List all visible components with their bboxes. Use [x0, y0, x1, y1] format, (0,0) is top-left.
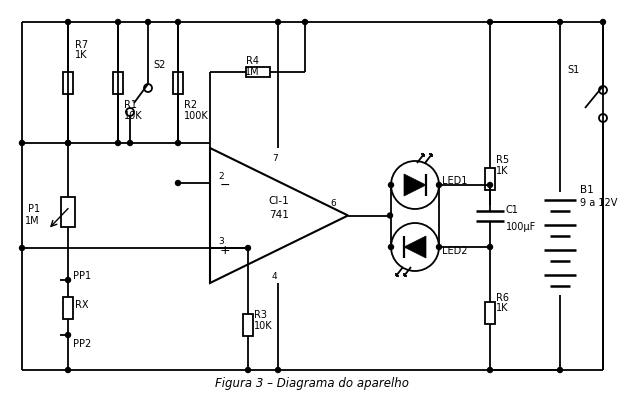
Circle shape [116, 20, 121, 24]
Text: 1M: 1M [245, 67, 260, 77]
Text: LED1: LED1 [442, 176, 468, 186]
Bar [485, 302, 495, 324]
Text: 6: 6 [330, 198, 336, 208]
Text: 2: 2 [218, 172, 224, 181]
Text: S1: S1 [567, 65, 579, 75]
Circle shape [66, 278, 71, 282]
Text: S2: S2 [153, 60, 166, 70]
Circle shape [389, 244, 394, 250]
Circle shape [488, 244, 492, 250]
Circle shape [246, 368, 251, 372]
Circle shape [19, 140, 24, 146]
Circle shape [66, 140, 71, 146]
Text: B1: B1 [580, 185, 594, 195]
Circle shape [246, 246, 251, 250]
Circle shape [436, 182, 441, 188]
Circle shape [388, 213, 392, 218]
Circle shape [66, 140, 71, 146]
Circle shape [436, 244, 441, 250]
Bar [61, 196, 75, 226]
Text: PP1: PP1 [73, 271, 91, 281]
Text: 100μF: 100μF [506, 222, 536, 232]
Circle shape [19, 246, 24, 250]
Text: R6: R6 [496, 293, 509, 303]
Bar [173, 72, 183, 94]
Circle shape [66, 332, 71, 338]
Text: 1K: 1K [496, 166, 509, 176]
Circle shape [276, 20, 281, 24]
Circle shape [488, 20, 492, 24]
Circle shape [146, 20, 151, 24]
Text: R5: R5 [496, 155, 509, 165]
Bar [113, 72, 123, 94]
Text: 10K: 10K [254, 321, 272, 331]
Polygon shape [404, 236, 426, 258]
Text: C1: C1 [506, 205, 519, 215]
Bar [485, 168, 495, 190]
Polygon shape [404, 174, 426, 196]
Text: RX: RX [75, 300, 89, 310]
Circle shape [488, 182, 492, 188]
Circle shape [176, 20, 181, 24]
Text: 10K: 10K [124, 111, 142, 121]
Text: R7: R7 [75, 40, 88, 50]
Text: R1: R1 [124, 100, 137, 110]
Circle shape [601, 20, 606, 24]
Circle shape [66, 368, 71, 372]
Bar [63, 296, 73, 318]
Text: 1K: 1K [496, 303, 509, 313]
Text: 1K: 1K [75, 50, 88, 60]
Text: 4: 4 [272, 272, 278, 281]
Text: R4: R4 [246, 56, 259, 66]
Circle shape [127, 140, 132, 146]
Text: 741: 741 [269, 210, 289, 220]
Text: 9 a 12V: 9 a 12V [580, 198, 618, 208]
Circle shape [389, 182, 394, 188]
Text: CI-1: CI-1 [269, 196, 289, 206]
Bar [63, 72, 73, 94]
Text: PP2: PP2 [73, 339, 91, 349]
Circle shape [558, 20, 562, 24]
Circle shape [116, 140, 121, 146]
Circle shape [176, 140, 181, 146]
Circle shape [66, 20, 71, 24]
Text: 100K: 100K [184, 111, 209, 121]
Circle shape [488, 368, 492, 372]
Text: R3: R3 [254, 310, 267, 320]
Text: R2: R2 [184, 100, 197, 110]
Text: Figura 3 – Diagrama do aparelho: Figura 3 – Diagrama do aparelho [215, 377, 409, 390]
Bar [246, 67, 269, 77]
Text: 3: 3 [218, 237, 224, 246]
Text: 1M: 1M [26, 216, 40, 226]
Text: LED2: LED2 [442, 246, 468, 256]
Text: +: + [220, 244, 231, 256]
Circle shape [176, 180, 181, 186]
Text: 7: 7 [272, 154, 278, 163]
Circle shape [558, 368, 562, 372]
Circle shape [302, 20, 308, 24]
Text: −: − [220, 178, 231, 192]
Circle shape [276, 368, 281, 372]
Text: P1: P1 [28, 204, 40, 214]
Bar [243, 314, 253, 336]
